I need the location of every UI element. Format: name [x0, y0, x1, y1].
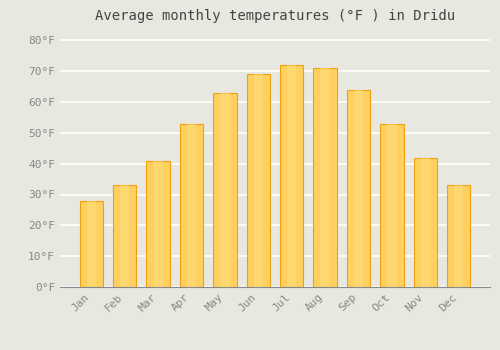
Bar: [380, 124, 404, 287]
Bar: [180, 124, 203, 287]
Bar: [86, 201, 96, 287]
Bar: [213, 93, 236, 287]
Bar: [414, 158, 437, 287]
Bar: [113, 185, 136, 287]
Bar: [420, 158, 430, 287]
Bar: [314, 68, 337, 287]
Bar: [220, 93, 230, 287]
Bar: [146, 161, 170, 287]
Bar: [347, 90, 370, 287]
Bar: [80, 201, 103, 287]
Bar: [388, 124, 396, 287]
Bar: [287, 65, 296, 287]
Bar: [447, 185, 470, 287]
Title: Average monthly temperatures (°F ) in Dridu: Average monthly temperatures (°F ) in Dr…: [95, 9, 455, 23]
Bar: [254, 74, 263, 287]
Bar: [454, 185, 464, 287]
Bar: [354, 90, 363, 287]
Bar: [280, 65, 303, 287]
Bar: [154, 161, 162, 287]
Bar: [246, 74, 270, 287]
Bar: [187, 124, 196, 287]
Bar: [120, 185, 130, 287]
Bar: [320, 68, 330, 287]
